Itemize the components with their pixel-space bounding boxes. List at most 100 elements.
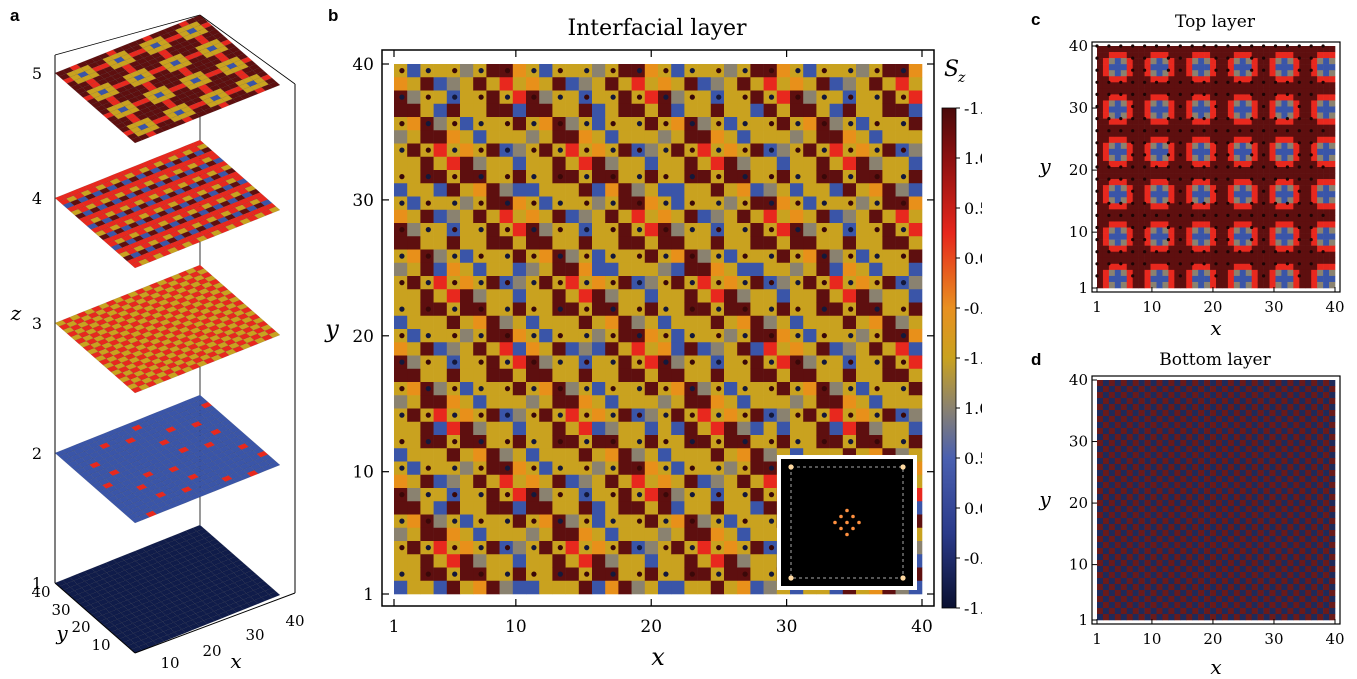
heatmap-cell [1216, 52, 1223, 59]
heatmap-cell [1144, 191, 1151, 198]
heatmap-cell [539, 289, 553, 303]
heatmap-cell [446, 130, 461, 144]
heatmap-cell [829, 315, 844, 330]
heatmap-cell [446, 103, 461, 118]
spin-dot [795, 306, 801, 312]
heatmap-cell [1221, 58, 1229, 65]
heatmap-cell [1114, 167, 1122, 174]
heatmap-cell [605, 103, 619, 118]
heatmap-cell [1162, 209, 1169, 216]
heatmap-cell [565, 90, 580, 105]
heatmap-cell [803, 249, 817, 264]
heatmap-cell [1150, 100, 1157, 107]
heatmap-cell [486, 342, 500, 356]
heatmap-cell [1180, 227, 1187, 234]
heatmap-cell [1174, 124, 1181, 131]
heatmap-cell [842, 103, 857, 118]
heatmap-cell [592, 196, 606, 211]
spin-dot [716, 68, 722, 74]
heatmap-cell [1126, 185, 1133, 192]
spin-dot [742, 412, 748, 418]
heatmap-cell [737, 315, 751, 330]
spin-dot [716, 492, 722, 498]
heatmap-cell [1221, 82, 1229, 89]
heatmap-cell [750, 103, 764, 118]
heatmap-cell [460, 368, 474, 383]
heatmap-cell [882, 249, 896, 264]
heatmap-cell [671, 64, 685, 78]
heatmap-cell [869, 236, 883, 250]
heatmap-cell [856, 170, 870, 184]
spin-dot [399, 492, 405, 498]
heatmap-cell [499, 315, 514, 330]
heatmap-cell [592, 90, 606, 105]
heatmap-cell [882, 368, 896, 383]
heatmap-cell [724, 421, 738, 436]
heatmap-cell [1204, 100, 1211, 107]
heatmap-cell [1144, 106, 1151, 113]
heatmap-cell [1126, 124, 1133, 131]
spin-dot [900, 306, 907, 312]
heatmap-cell [486, 382, 500, 396]
heatmap-cell [1144, 263, 1151, 271]
heatmap-cell [552, 130, 566, 144]
heatmap-cell [697, 289, 712, 303]
heatmap-cell [1120, 179, 1128, 186]
heatmap-cell [473, 527, 487, 542]
heatmap-cell [1186, 209, 1193, 216]
heatmap-cell [697, 156, 712, 171]
heatmap-cell [1204, 136, 1211, 144]
heatmap-cell [763, 289, 778, 303]
heatmap-cell [1192, 130, 1199, 138]
spin-dot [478, 200, 484, 206]
heatmap-cell [1192, 58, 1199, 65]
spin-dot [821, 94, 827, 100]
spin-dot [452, 174, 458, 180]
heatmap-cell [1120, 191, 1128, 198]
heatmap-cell [565, 395, 580, 409]
heatmap-cell [1144, 100, 1151, 107]
heatmap-cell [526, 315, 540, 330]
heatmap-cell [446, 448, 461, 462]
spin-dot [610, 386, 616, 392]
spin-dot [768, 68, 775, 74]
heatmap-cell [895, 103, 910, 118]
heatmap-cell [829, 408, 844, 423]
heatmap-cell [1120, 275, 1128, 283]
heatmap-cell [1221, 239, 1229, 246]
spin-dot [452, 200, 458, 206]
heatmap-cell [710, 474, 725, 489]
heatmap-cell [1120, 233, 1128, 240]
heatmap-cell [1120, 269, 1128, 277]
heatmap-cell [724, 541, 738, 555]
heatmap-cell [394, 315, 408, 330]
heatmap-cell [776, 276, 791, 290]
heatmap-cell [1186, 233, 1193, 240]
heatmap-cell [829, 196, 844, 211]
spin-dot [742, 94, 748, 100]
heatmap-cell [618, 501, 632, 515]
heatmap-cell [803, 421, 817, 436]
heatmap-cell [1120, 160, 1128, 168]
heatmap-cell [908, 395, 923, 409]
heatmap-cell [407, 488, 421, 502]
heatmap-cell [1221, 209, 1229, 216]
spin-dot [399, 121, 405, 127]
panel-label-c: c [1031, 10, 1041, 29]
heatmap-cell [473, 421, 487, 436]
spin-dot [425, 253, 431, 259]
spin-dot [716, 306, 722, 312]
heatmap-cell [1168, 239, 1175, 246]
spin-dot [478, 333, 484, 339]
heatmap-cell [869, 130, 883, 144]
heatmap-cell [908, 329, 923, 343]
heatmap-cell [684, 474, 698, 489]
heatmap-cell [1186, 154, 1193, 162]
heatmap-cell [486, 77, 500, 91]
spin-dot [848, 306, 854, 312]
heatmap-cell [776, 90, 791, 105]
heatmap-cell [1132, 160, 1139, 168]
heatmap-cell [1168, 215, 1175, 222]
spin-dot [742, 465, 748, 471]
heatmap-cell [1168, 148, 1175, 156]
